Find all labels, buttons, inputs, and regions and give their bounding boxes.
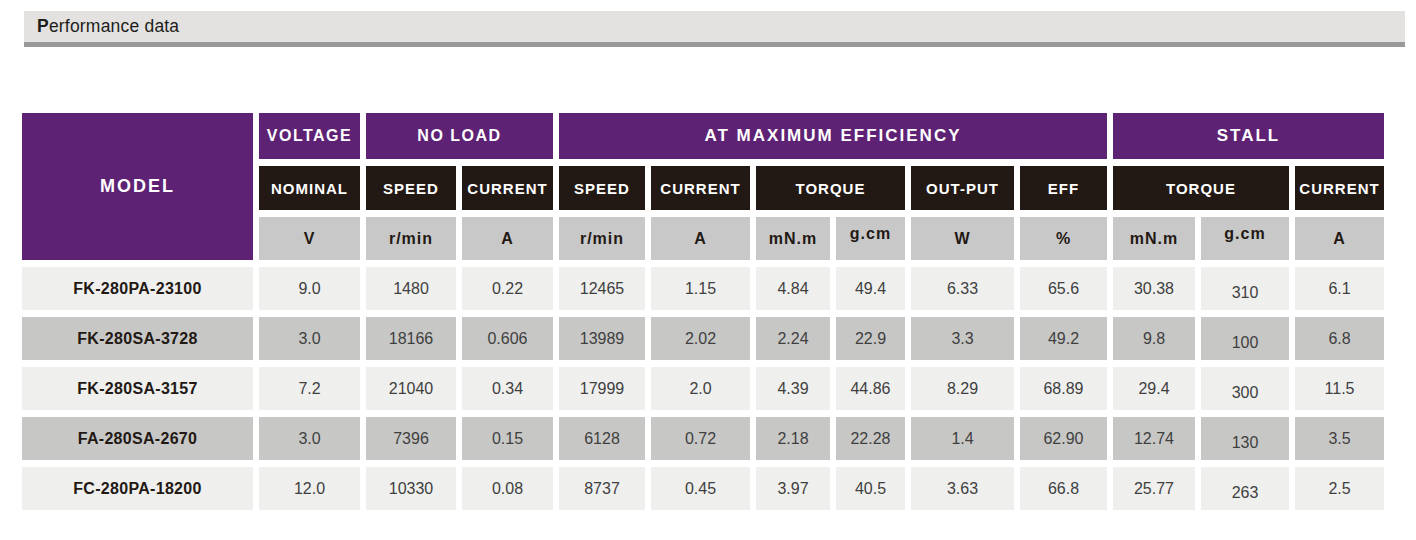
- value-cell: 22.28: [836, 417, 905, 460]
- value-cell: 0.45: [651, 467, 750, 510]
- model-cell: FK-280SA-3728: [22, 317, 253, 360]
- sub-header-output: OUT-PUT: [911, 166, 1014, 210]
- value-cell: 7396: [366, 417, 456, 460]
- unit-header-mnm-maxeff: mN.m: [756, 217, 830, 260]
- value-cell: 300: [1201, 367, 1289, 410]
- value-cell: 100: [1201, 317, 1289, 360]
- unit-header-percent: %: [1020, 217, 1107, 260]
- page-title: Performance data: [37, 16, 179, 37]
- sub-header-speed-maxeff: SPEED: [559, 166, 645, 210]
- value-cell: 3.97: [756, 467, 830, 510]
- value-cell: 49.2: [1020, 317, 1107, 360]
- unit-header-rmin-maxeff: r/min: [559, 217, 645, 260]
- value-cell: 9.0: [259, 267, 360, 310]
- sub-header-speed-noload: SPEED: [366, 166, 456, 210]
- sub-header-torque-maxeff: TORQUE: [756, 166, 905, 210]
- unit-header-a-noload: A: [462, 217, 553, 260]
- value-cell: 62.90: [1020, 417, 1107, 460]
- group-header-voltage: VOLTAGE: [259, 113, 360, 159]
- value-cell: 0.72: [651, 417, 750, 460]
- value-cell: 4.84: [756, 267, 830, 310]
- page-title-initial: P: [37, 16, 49, 36]
- value-cell: 9.8: [1113, 317, 1195, 360]
- value-cell: 8737: [559, 467, 645, 510]
- value-cell: 13989: [559, 317, 645, 360]
- model-column-header: MODEL: [22, 113, 253, 260]
- value-cell: 66.8: [1020, 467, 1107, 510]
- value-cell: 12465: [559, 267, 645, 310]
- value-cell: 0.22: [462, 267, 553, 310]
- value-cell: 29.4: [1113, 367, 1195, 410]
- value-cell: 263: [1201, 467, 1289, 510]
- value-cell: 21040: [366, 367, 456, 410]
- value-cell: 1480: [366, 267, 456, 310]
- model-cell: FK-280PA-23100: [22, 267, 253, 310]
- sub-header-eff: EFF: [1020, 166, 1107, 210]
- value-cell: 3.0: [259, 317, 360, 360]
- value-cell: 3.0: [259, 417, 360, 460]
- value-cell: 6.8: [1295, 317, 1384, 360]
- value-cell: 2.18: [756, 417, 830, 460]
- sub-header-current-maxeff: CURRENT: [651, 166, 750, 210]
- value-cell: 7.2: [259, 367, 360, 410]
- unit-header-a-maxeff: A: [651, 217, 750, 260]
- value-cell: 3.3: [911, 317, 1014, 360]
- value-cell: 65.6: [1020, 267, 1107, 310]
- value-cell: 1.4: [911, 417, 1014, 460]
- value-cell: 11.5: [1295, 367, 1384, 410]
- unit-header-mnm-stall: mN.m: [1113, 217, 1195, 260]
- value-cell: 49.4: [836, 267, 905, 310]
- value-cell: 2.5: [1295, 467, 1384, 510]
- value-cell: 68.89: [1020, 367, 1107, 410]
- value-cell: 6.1: [1295, 267, 1384, 310]
- value-cell: 18166: [366, 317, 456, 360]
- unit-header-gcm-maxeff: g.cm: [836, 217, 905, 260]
- group-header-stall: STALL: [1113, 113, 1384, 159]
- sub-header-torque-stall: TORQUE: [1113, 166, 1289, 210]
- sub-header-current-noload: CURRENT: [462, 166, 553, 210]
- unit-header-v: V: [259, 217, 360, 260]
- value-cell: 6128: [559, 417, 645, 460]
- model-cell: FK-280SA-3157: [22, 367, 253, 410]
- value-cell: 0.34: [462, 367, 553, 410]
- value-cell: 1.15: [651, 267, 750, 310]
- value-cell: 12.74: [1113, 417, 1195, 460]
- model-cell: FA-280SA-2670: [22, 417, 253, 460]
- value-cell: 8.29: [911, 367, 1014, 410]
- value-cell: 2.24: [756, 317, 830, 360]
- value-cell: 3.63: [911, 467, 1014, 510]
- value-cell: 6.33: [911, 267, 1014, 310]
- value-cell: 0.15: [462, 417, 553, 460]
- value-cell: 25.77: [1113, 467, 1195, 510]
- sub-header-nominal: NOMINAL: [259, 166, 360, 210]
- unit-header-gcm-stall: g.cm: [1201, 217, 1289, 260]
- value-cell: 2.0: [651, 367, 750, 410]
- group-header-at-maximum-efficiency: AT MAXIMUM EFFICIENCY: [559, 113, 1107, 159]
- unit-header-w: W: [911, 217, 1014, 260]
- group-header-no-load: NO LOAD: [366, 113, 553, 159]
- value-cell: 30.38: [1113, 267, 1195, 310]
- value-cell: 12.0: [259, 467, 360, 510]
- value-cell: 3.5: [1295, 417, 1384, 460]
- value-cell: 310: [1201, 267, 1289, 310]
- value-cell: 130: [1201, 417, 1289, 460]
- sub-header-current-stall: CURRENT: [1295, 166, 1384, 210]
- page-title-rest: erformance data: [49, 16, 179, 36]
- model-cell: FC-280PA-18200: [22, 467, 253, 510]
- section-header-bar: Performance data: [24, 11, 1405, 47]
- value-cell: 44.86: [836, 367, 905, 410]
- value-cell: 2.02: [651, 317, 750, 360]
- value-cell: 0.606: [462, 317, 553, 360]
- value-cell: 22.9: [836, 317, 905, 360]
- value-cell: 17999: [559, 367, 645, 410]
- value-cell: 4.39: [756, 367, 830, 410]
- datasheet-page: Performance data MODEL VOLTAGE NO LOAD A…: [0, 0, 1416, 540]
- value-cell: 0.08: [462, 467, 553, 510]
- performance-table: MODEL VOLTAGE NO LOAD AT MAXIMUM EFFICIE…: [22, 113, 1384, 510]
- unit-header-rmin-noload: r/min: [366, 217, 456, 260]
- value-cell: 40.5: [836, 467, 905, 510]
- value-cell: 10330: [366, 467, 456, 510]
- unit-header-a-stall: A: [1295, 217, 1384, 260]
